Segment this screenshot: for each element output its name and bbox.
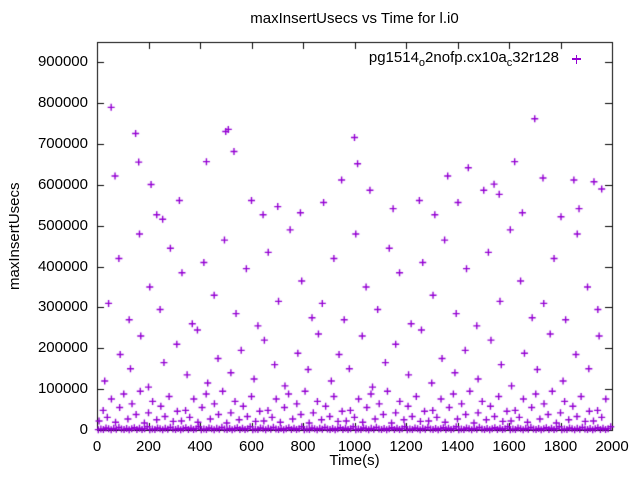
legend-label-subscript: o	[418, 57, 426, 69]
legend-label-part: 32r128	[512, 49, 559, 66]
x-tick-label: 1200	[389, 438, 423, 455]
x-tick-label: 400	[187, 438, 213, 455]
legend-label-subscript: c	[506, 57, 513, 69]
x-tick-label: 1600	[492, 438, 526, 455]
y-tick-label: 900000	[37, 53, 88, 71]
y-tick-label: 300000	[37, 298, 88, 316]
legend-label: pg1514o2nofp.cx10ac32r128	[369, 49, 559, 69]
x-tick-label: 1000	[337, 438, 372, 455]
legend-sample-marker	[572, 54, 581, 64]
x-tick-label: 1400	[440, 438, 475, 455]
y-tick-label: 200000	[37, 339, 88, 357]
x-tick-label: 1800	[543, 438, 578, 455]
x-tick-label: 800	[290, 438, 316, 455]
x-tick-label: 2000	[595, 438, 629, 455]
x-tick-label: 200	[135, 438, 162, 455]
chart-title: maxInsertUsecs vs Time for l.i0	[250, 10, 459, 27]
y-tick-label: 400000	[37, 257, 88, 275]
y-tick-label: 0	[79, 421, 88, 438]
y-tick-label: 600000	[37, 175, 88, 193]
legend-label-part: pg1514	[368, 49, 419, 66]
legend: pg1514o2nofp.cx10ac32r128	[369, 49, 581, 69]
x-tick-label: 0	[92, 438, 102, 455]
y-tick-label: 100000	[37, 380, 88, 398]
legend-label-part: 2nofp.cx10a	[425, 49, 507, 66]
y-tick-label: 800000	[37, 94, 88, 112]
y-tick-label: 500000	[37, 216, 88, 234]
y-tick-label: 700000	[37, 135, 88, 153]
x-axis-label: Time(s)	[329, 452, 380, 469]
x-tick-label: 600	[238, 438, 265, 455]
